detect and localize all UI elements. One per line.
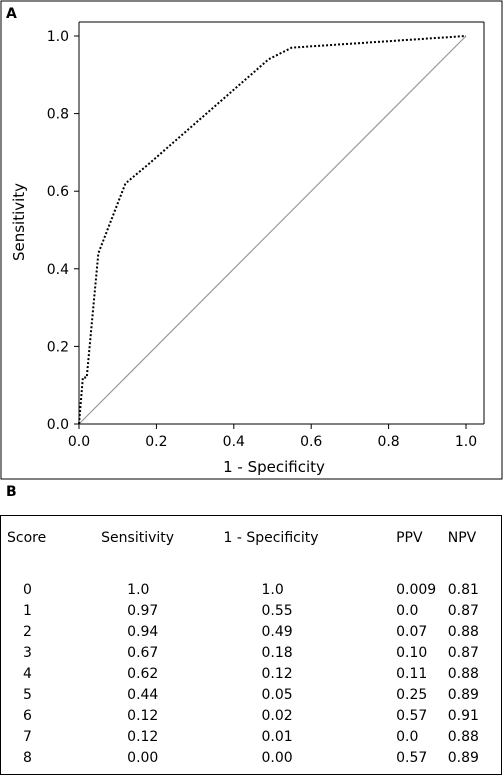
header-one-minus-specificity: 1 - Specificity — [223, 530, 319, 546]
y-tick-label: 0.8 — [47, 107, 69, 123]
table-row: 0 1.0 1.0 0.009 0.81 — [1, 579, 501, 600]
sensitivity-cell: 0.67 — [127, 644, 159, 661]
table-row: 6 0.12 0.02 0.57 0.91 — [1, 705, 501, 726]
npv-cell: 0.81 — [447, 581, 479, 598]
sensitivity-cell: 0.97 — [127, 602, 159, 619]
x-tick-label: 0.0 — [68, 434, 90, 450]
table-body: 0 1.0 1.0 0.009 0.81 1 0.97 0.55 0.0 0.87 2 0.94 0.4… — [1, 558, 501, 768]
y-ticks: 0.0 0.2 0.4 0.6 0.8 1.0 — [47, 29, 79, 433]
npv-cell: 0.91 — [447, 707, 479, 724]
series-layer — [78, 35, 467, 425]
table-spacer-row — [1, 558, 501, 579]
table-row: 4 0.62 0.12 0.11 0.88 — [1, 663, 501, 684]
x-tick-label: 0.8 — [377, 434, 399, 450]
score-cell: 8 — [23, 749, 32, 766]
score-cell: 1 — [23, 602, 32, 619]
roc-chart: 0.0 0.2 0.4 0.6 0.8 1.0 0.0 0.2 0.4 0.6 0.8 1.0 1 … — [0, 0, 503, 480]
sensitivity-cell: 0.44 — [127, 686, 159, 703]
sensitivity-cell: 0.62 — [127, 665, 159, 682]
x-tick-label: 0.2 — [145, 434, 167, 450]
x-tick-label: 0.4 — [223, 434, 245, 450]
y-tick-label: 0.2 — [47, 339, 69, 355]
npv-cell: 0.89 — [447, 749, 479, 766]
table-row: 3 0.67 0.18 0.10 0.87 — [1, 642, 501, 663]
x-ticks: 0.0 0.2 0.4 0.6 0.8 1.0 — [68, 424, 477, 450]
panel-a-label: A — [6, 6, 17, 22]
x-axis-label: 1 - Specificity — [223, 458, 325, 476]
x-tick-label: 1.0 — [455, 434, 477, 450]
sensitivity-cell: 0.12 — [127, 728, 159, 745]
ppv-cell: 0.10 — [396, 644, 428, 661]
y-tick-label: 1.0 — [47, 29, 69, 45]
y-tick-label: 0.0 — [47, 417, 69, 433]
sensitivity-cell: 1.0 — [127, 581, 150, 598]
ppv-cell: 0.57 — [396, 707, 428, 724]
score-cell: 3 — [23, 644, 32, 661]
score-cell: 5 — [23, 686, 32, 703]
ppv-cell: 0.0 — [396, 602, 419, 619]
npv-cell: 0.88 — [447, 623, 479, 640]
ppv-cell: 0.009 — [396, 581, 437, 598]
x-tick-label: 0.6 — [300, 434, 322, 450]
npv-cell: 0.89 — [447, 686, 479, 703]
ppv-cell: 0.25 — [396, 686, 428, 703]
score-cell: 6 — [23, 707, 32, 724]
plot-frame — [0, 0, 503, 480]
reference-diagonal — [78, 35, 467, 425]
score-table: Score Sensitivity 1 - Specificity PPV NP… — [1, 530, 501, 768]
panel-b-label: B — [6, 484, 17, 500]
npv-cell: 0.87 — [447, 644, 479, 661]
header-score: Score — [7, 530, 47, 546]
table-row: 2 0.94 0.49 0.07 0.88 — [1, 621, 501, 642]
y-tick-label: 0.6 — [47, 184, 69, 200]
ppv-cell: 0.57 — [396, 749, 428, 766]
table-row: 5 0.44 0.05 0.25 0.89 — [1, 684, 501, 705]
npv-cell: 0.88 — [447, 665, 479, 682]
header-ppv: PPV — [396, 530, 423, 546]
ppv-cell: 0.07 — [396, 623, 428, 640]
score-cell: 0 — [23, 581, 32, 598]
table-row: 1 0.97 0.55 0.0 0.87 — [1, 600, 501, 621]
npv-cell: 0.87 — [447, 602, 479, 619]
sensitivity-cell: 0.94 — [127, 623, 159, 640]
one-minus-specificity-cell: 0.01 — [261, 728, 293, 745]
header-npv: NPV — [447, 530, 477, 546]
ppv-cell: 0.11 — [396, 665, 428, 682]
y-tick-label: 0.4 — [47, 262, 69, 278]
npv-cell: 0.88 — [447, 728, 479, 745]
one-minus-specificity-cell: 0.02 — [261, 707, 293, 724]
y-axis-label: Sensitivity — [10, 183, 28, 261]
score-cell: 2 — [23, 623, 32, 640]
roc-curve — [78, 35, 467, 425]
score-table-box: Score Sensitivity 1 - Specificity PPV NP… — [0, 515, 502, 775]
table-row: 7 0.12 0.01 0.0 0.88 — [1, 726, 501, 747]
one-minus-specificity-cell: 1.0 — [261, 581, 284, 598]
sensitivity-cell: 0.12 — [127, 707, 159, 724]
one-minus-specificity-cell: 0.18 — [261, 644, 293, 661]
header-sensitivity: Sensitivity — [101, 530, 175, 546]
one-minus-specificity-cell: 0.49 — [261, 623, 293, 640]
ppv-cell: 0.0 — [396, 728, 419, 745]
score-cell: 7 — [23, 728, 32, 745]
table-header-row: Score Sensitivity 1 - Specificity PPV NP… — [1, 530, 501, 558]
one-minus-specificity-cell: 0.55 — [261, 602, 293, 619]
score-cell: 4 — [23, 665, 32, 682]
one-minus-specificity-cell: 0.12 — [261, 665, 293, 682]
one-minus-specificity-cell: 0.00 — [261, 749, 293, 766]
sensitivity-cell: 0.00 — [127, 749, 159, 766]
table-row: 8 0.00 0.00 0.57 0.89 — [1, 747, 501, 768]
one-minus-specificity-cell: 0.05 — [261, 686, 293, 703]
